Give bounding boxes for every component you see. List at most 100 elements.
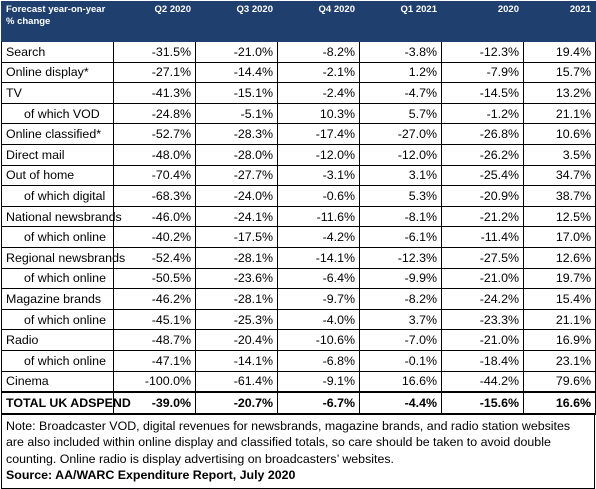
value-cell: -14.5% (441, 82, 524, 104)
value-cell: -27.5% (441, 246, 524, 269)
value-cell: -21.0% (441, 329, 524, 351)
value-cell: -18.4% (441, 349, 524, 372)
value-cell: 23.1% (523, 349, 596, 372)
value-cell: 1.2% (359, 61, 442, 84)
value-cell: -27.7% (195, 164, 278, 187)
table-row: Search -31.5% -21.0% -8.2% -3.8% -12.3% 19.4% (1, 41, 596, 63)
value-cell: 16.6% (359, 370, 442, 393)
value-cell: -10.6% (277, 329, 360, 351)
row-label: of which online (1, 308, 114, 331)
value-cell: -14.4% (195, 61, 278, 84)
value-cell: 38.7% (523, 185, 596, 207)
value-cell: -11.6% (277, 205, 360, 228)
value-cell: -26.8% (441, 123, 524, 145)
value-cell: -25.4% (441, 164, 524, 187)
value-cell: 12.6% (523, 246, 596, 269)
value-cell: 16.6% (523, 391, 596, 415)
value-cell: -11.4% (441, 226, 524, 248)
value-cell: -24.8% (113, 102, 196, 125)
value-cell: 17.0% (523, 226, 596, 248)
table-row: Out of home -70.4% -27.7% -3.1% 3.1% -25.4% 34… (1, 164, 596, 187)
header-label-line1: Forecast year-on-year (6, 4, 106, 15)
table-row: Cinema -100.0% -61.4% -9.1% 16.6% -44.2% 79.6% (1, 370, 596, 393)
value-cell: -27.1% (113, 61, 196, 84)
header-row: Forecast year-on-year % change Q2 2020 Q… (1, 1, 596, 42)
column-header: Q3 2020 (195, 1, 278, 42)
value-cell: 3.5% (523, 143, 596, 166)
value-cell: 34.7% (523, 164, 596, 187)
value-cell: -48.0% (113, 143, 196, 166)
header-corner-cell: Forecast year-on-year % change (1, 1, 114, 42)
value-cell: -50.5% (113, 267, 196, 290)
value-cell: -7.9% (441, 61, 524, 84)
value-cell: 15.4% (523, 288, 596, 310)
row-label: Online classified* (1, 123, 114, 145)
value-cell: -41.3% (113, 82, 196, 104)
column-header: Q4 2020 (277, 1, 360, 42)
footnote-text: Note: Broadcaster VOD, digital revenues … (6, 418, 571, 466)
row-label: Magazine brands (1, 288, 114, 310)
value-cell: -7.0% (359, 329, 442, 351)
row-label: Direct mail (1, 143, 114, 166)
value-cell: -52.7% (113, 123, 196, 145)
column-header: Q2 2020 (113, 1, 196, 42)
value-cell: 19.7% (523, 267, 596, 290)
value-cell: -100.0% (113, 370, 196, 393)
table-row: Online display* -27.1% -14.4% -2.1% 1.2% -7.9… (1, 61, 596, 84)
table-row: Magazine brands -46.2% -28.1% -9.7% -8.2% -24… (1, 288, 596, 310)
table-row: Radio -48.7% -20.4% -10.6% -7.0% -21.0% 16.9% (1, 329, 596, 351)
value-cell: -6.8% (277, 349, 360, 372)
value-cell: -61.4% (195, 370, 278, 393)
value-cell: 10.6% (523, 123, 596, 145)
value-cell: -44.2% (441, 370, 524, 393)
value-cell: -14.1% (277, 246, 360, 269)
value-cell: 79.6% (523, 370, 596, 393)
table-row: Online classified* -52.7% -28.3% -17.4% -27.… (1, 123, 596, 145)
value-cell: 12.5% (523, 205, 596, 228)
value-cell: -20.9% (441, 185, 524, 207)
value-cell: -23.6% (195, 267, 278, 290)
value-cell: -0.1% (359, 349, 442, 372)
table-row: of which online -40.2% -17.5% -4.2% -6.1% -11… (1, 226, 596, 248)
value-cell: 15.7% (523, 61, 596, 84)
value-cell: 13.2% (523, 82, 596, 104)
value-cell: -24.2% (441, 288, 524, 310)
value-cell: -21.2% (441, 205, 524, 228)
value-cell: -15.1% (195, 82, 278, 104)
value-cell: -3.8% (359, 41, 442, 63)
value-cell: -17.4% (277, 123, 360, 145)
value-cell: -46.2% (113, 288, 196, 310)
value-cell: -70.4% (113, 164, 196, 187)
value-cell: -8.2% (359, 288, 442, 310)
value-cell: -27.0% (359, 123, 442, 145)
value-cell: 5.7% (359, 102, 442, 125)
row-label: TOTAL UK ADSPEND (1, 391, 131, 415)
value-cell: -28.1% (195, 288, 278, 310)
value-cell: -4.4% (359, 391, 442, 415)
value-cell: -0.6% (277, 185, 360, 207)
value-cell: -46.0% (113, 205, 196, 228)
value-cell: -12.3% (441, 41, 524, 63)
value-cell: -4.0% (277, 308, 360, 331)
value-cell: -23.3% (441, 308, 524, 331)
value-cell: 3.1% (359, 164, 442, 187)
column-header: 2021 (523, 1, 596, 42)
column-header: Q1 2021 (359, 1, 442, 42)
row-label: Search (1, 41, 114, 63)
header-label-line2: % change (6, 16, 51, 27)
table-row: Direct mail -48.0% -28.0% -12.0% -12.0% -26.2… (1, 143, 596, 166)
value-cell: -24.0% (195, 185, 278, 207)
value-cell: -9.7% (277, 288, 360, 310)
table-row: of which digital -68.3% -24.0% -0.6% 5.3% -20… (1, 185, 596, 207)
row-label: Online display* (1, 61, 114, 84)
value-cell: -25.3% (195, 308, 278, 331)
value-cell: -9.1% (277, 370, 360, 393)
value-cell: -8.1% (359, 205, 442, 228)
total-row: TOTAL UK ADSPEND -39.0% -20.7% -6.7% -4.4% -1… (1, 391, 596, 415)
value-cell: -12.0% (359, 143, 442, 166)
table-row: of which VOD -24.8% -5.1% 10.3% 5.7% -1.2% 21.… (1, 102, 596, 125)
value-cell: -2.1% (277, 61, 360, 84)
value-cell: -40.2% (113, 226, 196, 248)
value-cell: -24.1% (195, 205, 278, 228)
